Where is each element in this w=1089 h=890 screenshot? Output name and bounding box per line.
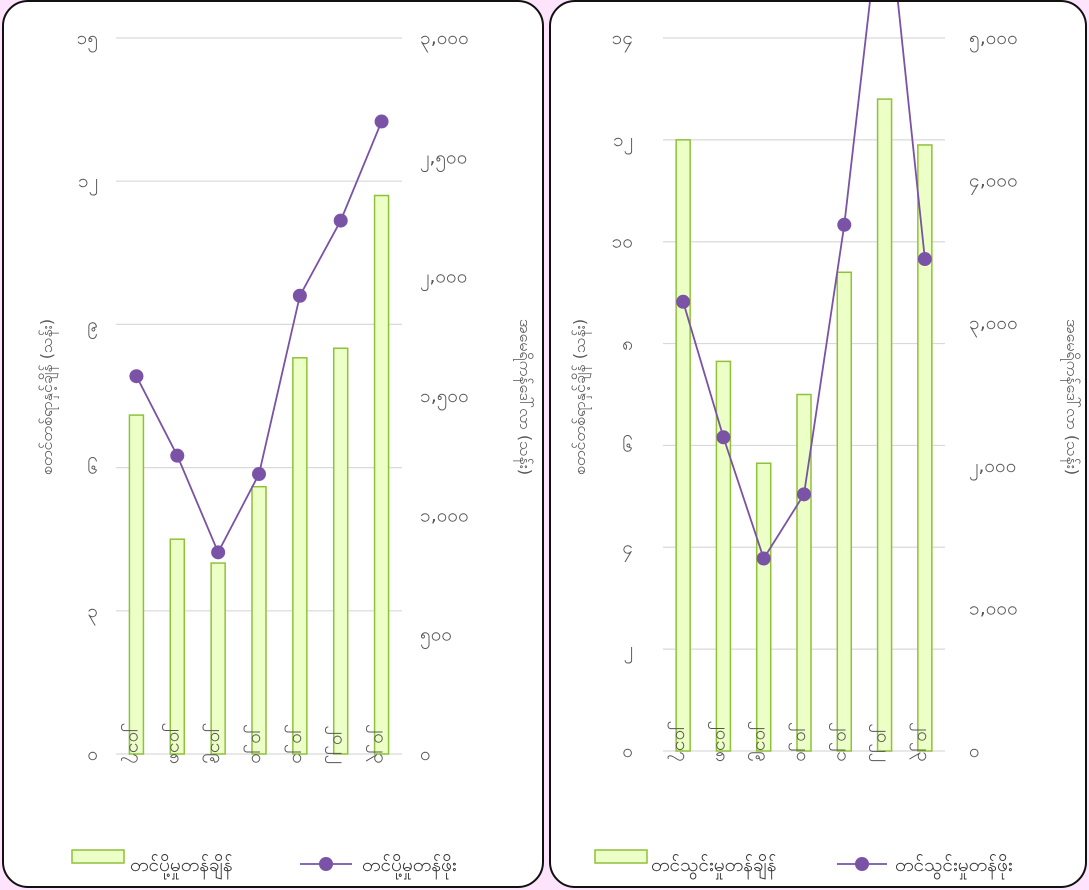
right-axis-tick: ၁,၅၀၀ <box>420 385 469 411</box>
category-label: ၂၀၁၉ <box>202 723 228 764</box>
category-label: ၂၀၂၃ <box>366 724 392 764</box>
bar <box>128 414 145 755</box>
right-axis-tick: ၃,၀၀၀ <box>420 27 469 53</box>
left-axis-tick: ၀ <box>87 743 98 765</box>
left-axis-tick: ၁၂ <box>613 129 633 155</box>
category-label: ၂၀၂၁ <box>828 722 854 762</box>
bar <box>675 139 691 752</box>
bar <box>332 347 349 755</box>
left-axis-tick: ၄ <box>622 536 633 562</box>
left-axis-tick: ၁၄ <box>612 27 633 53</box>
category-label: ၂၀၁၇ <box>667 721 693 762</box>
bar <box>836 271 853 752</box>
bar <box>251 485 267 755</box>
left-axis-tick: ၀ <box>622 740 633 762</box>
left-axis-title: စတင်တစ်ရာနှင့်ချိန် (သန်း) <box>570 319 592 475</box>
bar <box>715 360 732 752</box>
right-axis-tick: ၂,၀၀၀ <box>420 266 467 292</box>
line-point <box>837 217 852 232</box>
left-axis-tick: ၆ <box>87 456 98 479</box>
left-axis-tick: ၃ <box>87 600 98 626</box>
export-chart-panel: ၀ ၃ ၆ ၉ ၁၂ ၁၅၀ ၅၀၀ ၁,၀၀၀ ၁,၅၀၀ ၂,၀၀၀ ၂,၅၀၀ ၃,၀၀၀စတင… <box>2 0 544 888</box>
legend-line-label: တင်သွင်းမှုတန်ဖိုး <box>895 853 1013 880</box>
line-point <box>676 294 691 309</box>
legend-line-marker <box>855 857 869 871</box>
legend-line-marker <box>319 857 333 871</box>
left-axis-tick: ၆ <box>622 433 633 456</box>
legend-bar-swatch <box>71 849 125 864</box>
category-label: ၂၀၂၂ <box>325 725 351 764</box>
category-label: ၂၀၁၈ <box>161 722 187 764</box>
left-axis-tick: ၉ <box>87 313 98 339</box>
left-axis-tick: ၁၂ <box>78 170 98 196</box>
legend-line-label: တင်ပို့မှုတန်ဖိုး <box>362 853 457 880</box>
right-axis-tick: ၅,၀၀၀ <box>969 27 1018 53</box>
legend-bar-label: တင်ပို့မှုတန်ချိန် <box>130 853 233 880</box>
right-axis-tick: ၀ <box>420 743 431 765</box>
legend-bar-swatch <box>594 849 648 864</box>
line-point <box>170 448 185 463</box>
line-point <box>129 369 144 384</box>
left-axis-tick: ၁၀ <box>612 231 633 253</box>
right-axis-tick: ၂,၀၀၀ <box>969 455 1016 481</box>
bar <box>755 462 772 752</box>
right-axis-tick: ၅၀၀ <box>420 624 452 650</box>
right-axis-tick: ၁,၀၀၀ <box>420 504 469 526</box>
bar <box>876 98 893 752</box>
line-point <box>252 467 266 482</box>
bar <box>292 357 308 755</box>
left-axis-tick: ၂ <box>624 638 633 664</box>
line-point <box>917 252 932 267</box>
import-chart: ၀ ၂ ၄ ၆ ၈ ၁၀ ၁၂ ၁၄၀ ၁,၀၀၀ ၂,၀၀၀ ၃,၀၀၀ ၄,၀၀၀ ၅,၀၀၀စတင… <box>570 2 1082 880</box>
line-point <box>797 487 811 502</box>
category-label: ၂၀၁၈ <box>707 720 733 762</box>
line-point <box>756 551 771 566</box>
category-label: ၂၀၂၃ <box>909 722 935 762</box>
category-label: ၂၀၁၉ <box>748 721 774 762</box>
right-axis-tick: ၃,၀၀၀ <box>969 312 1018 338</box>
line-point <box>292 288 307 303</box>
right-axis-tick: ၀ <box>969 740 980 762</box>
export-chart: ၀ ၃ ၆ ၉ ၁၂ ၁၅၀ ၅၀၀ ၁,၀၀၀ ၁,၅၀၀ ၂,၀၀၀ ၂,၅၀၀ ၃,၀၀၀စတင… <box>37 27 535 880</box>
right-axis-tick: ၂,၅၀၀ <box>420 146 467 172</box>
line-point <box>211 545 226 560</box>
import-chart-panel: ၀ ၂ ၄ ၆ ၈ ၁၀ ၁၂ ၁၄၀ ၁,၀၀၀ ၂,၀၀၀ ၃,၀၀၀ ၄,၀၀၀ ၅,၀၀၀စတင… <box>549 0 1087 888</box>
category-label: ၂၀၂၂ <box>869 723 895 762</box>
category-label: ၂၀၁၇ <box>120 723 146 764</box>
right-axis-title: အမေရိကန်ဒေါ်လာ (သန်း) <box>1060 319 1082 475</box>
category-label: ၂၀၂၁ <box>284 724 310 764</box>
line-point <box>374 114 389 129</box>
bar <box>210 562 226 755</box>
left-axis-tick: ၁၅ <box>77 27 98 53</box>
right-axis-tick: ၄,၀၀၀ <box>969 170 1018 196</box>
bar <box>169 538 186 755</box>
bar <box>796 393 812 752</box>
category-label: ၂၀၂၀ <box>788 722 814 762</box>
category-label: ၂၀၂၀ <box>243 724 269 764</box>
right-axis-tick: ၁,၀၀၀ <box>969 597 1018 619</box>
line-point <box>716 430 731 445</box>
left-axis-tick: ၈ <box>622 333 633 355</box>
bar <box>373 194 390 755</box>
bar <box>917 144 933 752</box>
left-axis-title: စတင်တစ်ရာနှင့်ချိန် (သန်း) <box>37 319 59 475</box>
line-point <box>333 213 348 228</box>
legend-bar-label: တင်သွင်းမှုတန်ချိန် <box>651 853 777 880</box>
right-axis-title: အမေရိကန်ဒေါ်လာ (သန်း) <box>513 319 535 475</box>
